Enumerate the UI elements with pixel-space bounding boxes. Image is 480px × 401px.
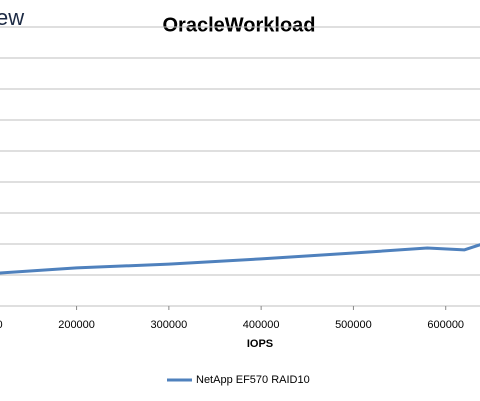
legend-label: NetApp EF570 RAID10 [196,374,310,386]
x-tick-label: 500000 [335,319,372,331]
x-tick-label: 400000 [243,319,280,331]
x-tick-label: 300000 [150,319,187,331]
x-axis-label: IOPS [247,338,273,350]
data-line [0,243,480,275]
chart-title: OracleWorkload [162,14,315,36]
brand-logo: ew [0,5,24,30]
x-tick-label: 100000 [0,319,3,331]
x-tick-label: 200000 [58,319,95,331]
x-tick-label: 600000 [427,319,464,331]
